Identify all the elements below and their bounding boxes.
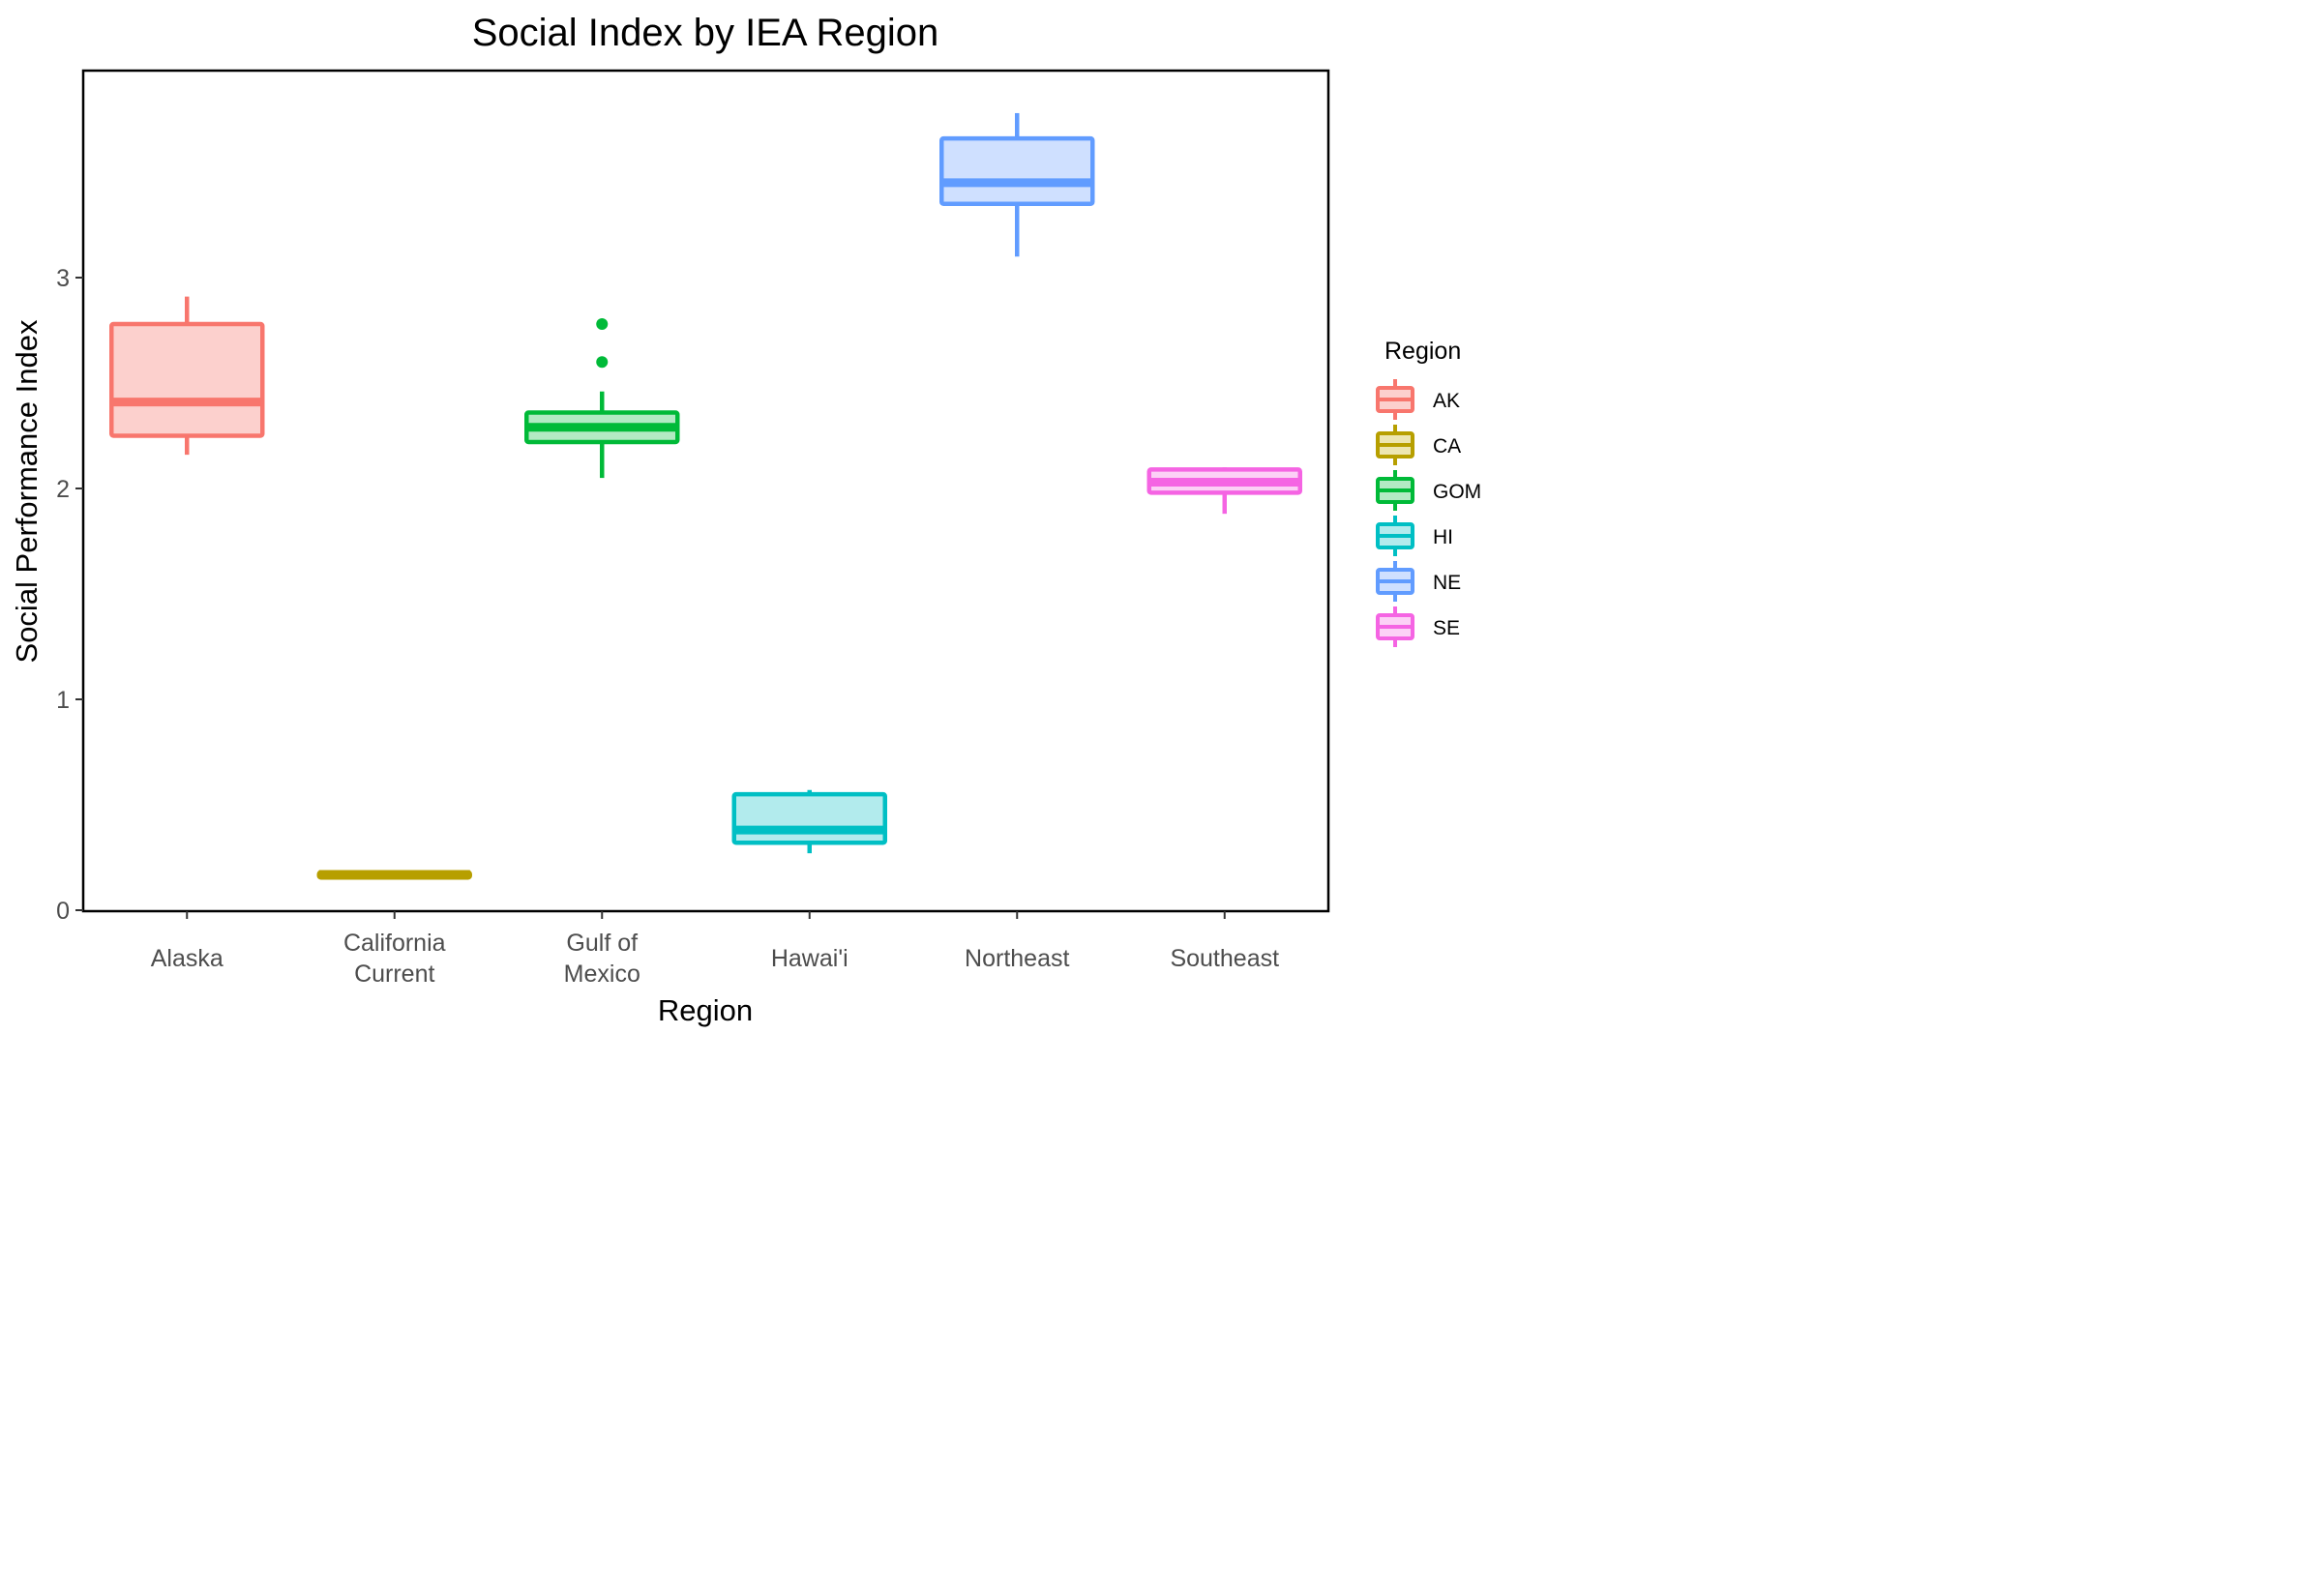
box-ne (939, 112, 1095, 257)
box-iqr (731, 791, 887, 845)
x-tick-label: Southeast (1170, 945, 1279, 972)
x-tick-label: Northeast (965, 945, 1069, 972)
x-tick-label: Current (354, 961, 434, 988)
legend-label: SE (1433, 617, 1460, 639)
x-tick-label: Mexico (564, 961, 640, 988)
box-iqr (109, 321, 265, 438)
legend-title: Region (1384, 338, 1461, 365)
box-iqr (939, 135, 1095, 206)
x-tick-label: Hawai'i (771, 945, 848, 972)
x-tick-label: Gulf of (566, 930, 638, 957)
box-se (1146, 467, 1302, 515)
legend-item-se: SE (1376, 606, 1460, 647)
y-axis-title: Social Performance Index (10, 319, 44, 663)
y-tick-label: 0 (56, 898, 70, 925)
legend-item-ca: CA (1376, 425, 1461, 465)
box-gom (524, 317, 680, 479)
box-ca (316, 870, 472, 880)
legend-label: AK (1433, 390, 1460, 412)
y-tick-label: 3 (56, 265, 70, 292)
legend-item-ak: AK (1376, 379, 1460, 420)
legend-label: CA (1433, 435, 1461, 458)
box-hi (731, 789, 887, 854)
legend-label: NE (1433, 572, 1461, 594)
box-plot-chart: Social Index by IEA Region 0 1 2 3 Alaska Cal… (10, 12, 1481, 1027)
x-tick-label: California (343, 930, 446, 957)
y-tick-label: 1 (56, 687, 70, 714)
chart-title: Social Index by IEA Region (472, 12, 939, 54)
y-tick-label: 2 (56, 476, 70, 503)
legend-item-gom: GOM (1376, 470, 1481, 511)
legend-item-hi: HI (1376, 516, 1453, 556)
x-axis-title: Region (658, 993, 753, 1027)
legend-label: GOM (1433, 481, 1481, 503)
x-tick-label: Alaska (151, 945, 223, 972)
outlier-point (596, 356, 609, 369)
legend: Region AK CA GOM HI NE SE (1376, 338, 1481, 647)
outlier-point (596, 317, 609, 330)
plot-panel-border (81, 69, 1330, 913)
legend-item-ne: NE (1376, 561, 1461, 602)
plot-area: 0 1 2 3 Alaska California Current Gulf of Mexico… (56, 69, 1330, 988)
legend-label: HI (1433, 526, 1453, 548)
box-ak (109, 296, 265, 456)
